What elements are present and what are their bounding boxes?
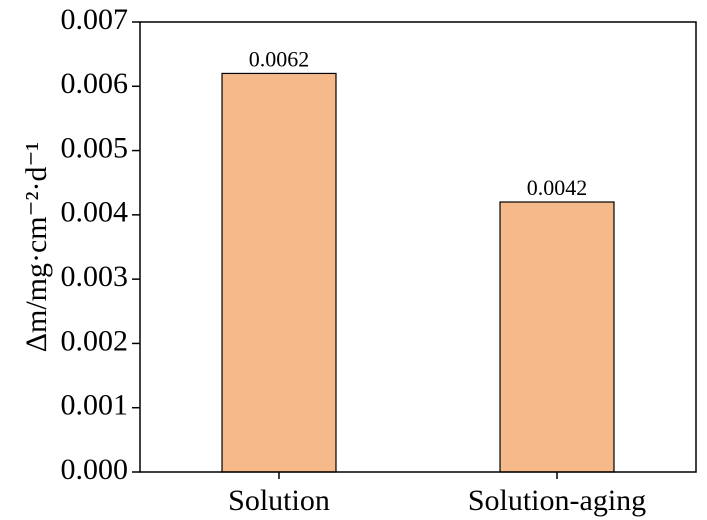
y-tick-label: 0.006 xyxy=(61,67,129,100)
y-tick-label: 0.005 xyxy=(61,131,129,164)
y-tick-label: 0.000 xyxy=(61,453,129,486)
x-tick-label: Solution-aging xyxy=(468,484,646,517)
value-label: 0.0062 xyxy=(249,46,310,71)
y-tick-label: 0.001 xyxy=(61,389,129,422)
y-tick-label: 0.004 xyxy=(61,196,129,229)
y-tick-label: 0.007 xyxy=(61,3,129,36)
value-label: 0.0042 xyxy=(527,175,588,200)
x-tick-label: Solution xyxy=(228,484,330,517)
y-tick-label: 0.002 xyxy=(61,324,129,357)
bar xyxy=(221,72,337,473)
bar xyxy=(499,201,615,473)
plot-frame xyxy=(139,21,697,473)
y-tick-label: 0.003 xyxy=(61,260,129,293)
y-axis-label: Δm/mg·cm⁻²·d⁻¹ xyxy=(20,142,53,353)
